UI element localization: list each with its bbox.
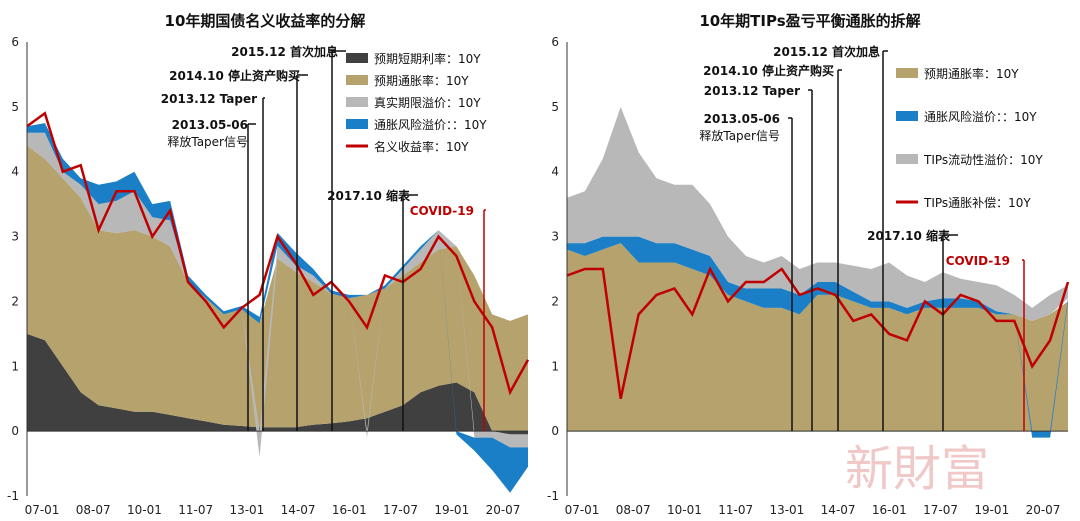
x-tick-label: 16-01 bbox=[332, 503, 367, 517]
y-tick-label: 2 bbox=[11, 294, 19, 308]
y-tick-label: 6 bbox=[551, 35, 559, 49]
annotation-label: 2014.10 停止资产购买 bbox=[169, 68, 300, 83]
x-tick-label: 08-07 bbox=[616, 503, 651, 517]
x-tick-label: 13-01 bbox=[769, 503, 804, 517]
y-tick-label: 0 bbox=[11, 424, 19, 438]
y-tick-label: 4 bbox=[11, 165, 19, 179]
x-tick-label: 10-01 bbox=[127, 503, 162, 517]
y-tick-label: -1 bbox=[547, 489, 559, 503]
annotation-label: COVID-19 bbox=[410, 204, 474, 218]
legend-label: 名义收益率：10Y bbox=[374, 139, 469, 154]
legend-label: 通胀风险溢价：：10Y bbox=[924, 109, 1037, 124]
x-tick-label: 14-07 bbox=[821, 503, 856, 517]
annotation-sublabel: 释放Taper信号 bbox=[699, 128, 780, 143]
legend-swatch bbox=[346, 53, 368, 63]
x-tick-label: 13-01 bbox=[229, 503, 264, 517]
annotation-label: 2014.10 停止资产购买 bbox=[703, 63, 834, 78]
x-tick-label: 19-01 bbox=[974, 503, 1009, 517]
y-tick-label: 1 bbox=[551, 359, 559, 373]
x-tick-label: 08-07 bbox=[76, 503, 111, 517]
annotation-sublabel: 释放Taper信号 bbox=[167, 134, 248, 149]
y-tick-label: 3 bbox=[551, 230, 559, 244]
annotation-label: 2017.10 缩表 bbox=[867, 228, 951, 243]
series-line bbox=[566, 266, 1070, 399]
legend-label: 预期通胀率：10Y bbox=[374, 73, 469, 88]
x-tick-label: 07-01 bbox=[565, 503, 600, 517]
y-tick-label: 4 bbox=[551, 165, 559, 179]
annotation-label: 2013.05-06 bbox=[704, 112, 780, 126]
legend-label: 预期通胀率：10Y bbox=[924, 66, 1019, 81]
legend-swatch bbox=[896, 111, 918, 121]
y-tick-label: 0 bbox=[551, 424, 559, 438]
x-tick-label: 11-07 bbox=[718, 503, 753, 517]
y-tick-label: 3 bbox=[11, 230, 19, 244]
x-tick-label: 17-07 bbox=[383, 503, 418, 517]
legend-swatch bbox=[896, 154, 918, 164]
legend-swatch bbox=[346, 119, 368, 129]
legend-label: 预期短期利率：10Y bbox=[374, 51, 481, 66]
x-tick-label: 16-01 bbox=[872, 503, 907, 517]
x-tick-label: 20-07 bbox=[486, 503, 521, 517]
annotation-label: 2013.12 Taper bbox=[704, 84, 800, 98]
chart-title: 10年期国债名义收益率的分解 bbox=[165, 12, 366, 30]
legend-label: 通胀风险溢价：：10Y bbox=[374, 117, 487, 132]
chart-panel-tips-breakeven: 10年期TIPs盈亏平衡通胀的拆解 6 5 4 3 2 1 0 -1 07-01 08-07 10-0… bbox=[547, 12, 1070, 517]
x-tick-label: 20-07 bbox=[1026, 503, 1061, 517]
x-tick-label: 07-01 bbox=[25, 503, 60, 517]
y-tick-label: 5 bbox=[551, 100, 559, 114]
annotation-label: 2015.12 首次加息 bbox=[773, 44, 880, 59]
legend-label: TIPs通胀补偿：10Y bbox=[923, 195, 1031, 210]
chart-title: 10年期TIPs盈亏平衡通胀的拆解 bbox=[699, 12, 920, 30]
annotation-label: 2013.12 Taper bbox=[161, 92, 257, 106]
x-tick-label: 10-01 bbox=[667, 503, 702, 517]
y-tick-label: 5 bbox=[11, 100, 19, 114]
series-line bbox=[26, 111, 530, 396]
y-tick-label: -1 bbox=[7, 489, 19, 503]
watermark-logo: 新財富 bbox=[845, 441, 989, 497]
legend-swatch bbox=[896, 68, 918, 78]
y-tick-label: 1 bbox=[11, 359, 19, 373]
annotation-label: 2015.12 首次加息 bbox=[231, 44, 338, 59]
legend-swatch bbox=[346, 75, 368, 85]
series-area-2 bbox=[567, 106, 1068, 321]
x-tick-label: 19-01 bbox=[434, 503, 469, 517]
x-tick-label: 11-07 bbox=[178, 503, 213, 517]
annotation-label: 2017.10 缩表 bbox=[327, 188, 411, 203]
x-tick-label: 14-07 bbox=[281, 503, 316, 517]
y-tick-label: 2 bbox=[551, 294, 559, 308]
chart-panel-nominal-yield: 10年期国债名义收益率的分解 6 5 4 3 2 1 0 -1 07-01 08-07 10-01 11… bbox=[7, 12, 530, 517]
legend-swatch bbox=[346, 97, 368, 107]
y-tick-label: 6 bbox=[11, 35, 19, 49]
legend-label: TIPs流动性溢价：10Y bbox=[923, 153, 1043, 167]
series-area-3 bbox=[27, 123, 528, 493]
legend-label: 真实期限溢价：10Y bbox=[374, 95, 481, 110]
annotation-label: COVID-19 bbox=[946, 254, 1010, 268]
x-tick-label: 17-07 bbox=[923, 503, 958, 517]
annotation-label: 2013.05-06 bbox=[172, 118, 248, 132]
